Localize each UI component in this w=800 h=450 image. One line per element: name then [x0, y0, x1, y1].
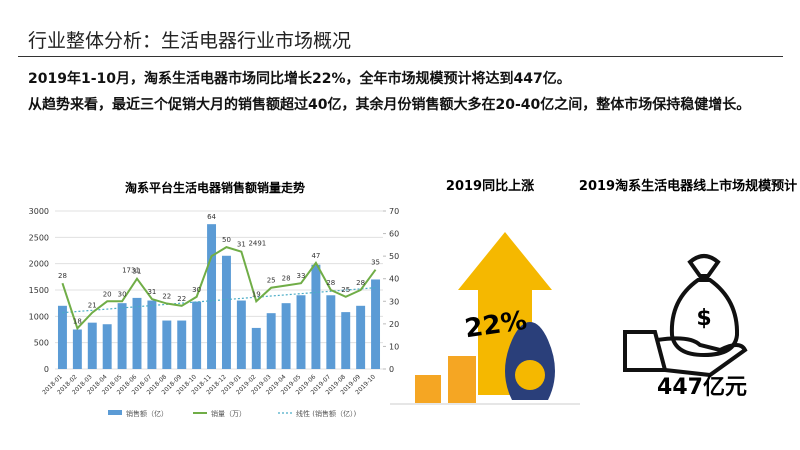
data-label: 31 — [237, 241, 246, 249]
annotation: 2491 — [248, 240, 266, 248]
data-label: 22 — [177, 295, 186, 303]
data-label: 33 — [297, 272, 306, 280]
bar — [236, 300, 246, 369]
y-tick-label: 3000 — [29, 207, 49, 216]
bar — [177, 320, 187, 369]
money-icon — [623, 254, 748, 378]
y-tick-label: 1500 — [29, 286, 49, 295]
y2-tick-label: 60 — [389, 230, 399, 239]
bar — [296, 295, 306, 369]
bar — [207, 224, 217, 369]
bar — [266, 313, 276, 369]
bar — [326, 295, 336, 369]
data-label: 20 — [103, 290, 112, 298]
bar — [87, 322, 97, 369]
data-label: 35 — [371, 259, 380, 267]
data-label: 30 — [192, 286, 201, 294]
data-label: 31 — [133, 268, 142, 276]
bar — [102, 324, 112, 369]
y2-tick-label: 0 — [389, 365, 394, 374]
bar — [371, 279, 381, 369]
data-label: 22 — [162, 293, 171, 301]
bar — [117, 303, 127, 369]
data-label: 64 — [207, 213, 216, 221]
legend-label: 销量（万） — [211, 409, 246, 418]
y-tick-label: 0 — [44, 365, 49, 374]
data-label: 28 — [282, 274, 291, 282]
y2-tick-label: 50 — [389, 252, 399, 261]
line — [61, 246, 377, 331]
data-label: 28 — [326, 279, 335, 287]
data-label: 30 — [118, 290, 127, 298]
dollar: $ — [696, 306, 711, 331]
y-tick-label: 2000 — [29, 260, 49, 269]
data-label: 50 — [222, 236, 231, 244]
growth-title: 2019同比上涨 — [446, 178, 534, 194]
bar — [192, 301, 202, 369]
y2-tick-label: 10 — [389, 342, 399, 351]
paragraph: 2019年1-10月，淘系生活电器市场同比增长22%，全年市场规模预计将达到44… — [28, 71, 571, 87]
legend-swatch — [108, 410, 122, 415]
bar — [57, 305, 67, 369]
bar — [311, 264, 321, 369]
bar — [162, 320, 172, 369]
y2-tick-label: 40 — [389, 275, 399, 284]
bar — [281, 303, 291, 369]
bar — [251, 327, 261, 369]
data-label: 25 — [341, 286, 350, 294]
data-label: 31 — [147, 288, 156, 296]
y2-tick-label: 30 — [389, 297, 399, 306]
data-label: 18 — [73, 317, 82, 325]
data-label: 47 — [311, 252, 320, 260]
trend-line — [62, 287, 376, 314]
y-tick-label: 1000 — [29, 312, 49, 321]
data-label: 28 — [58, 272, 67, 280]
y-tick-label: 2500 — [29, 233, 49, 242]
bar — [72, 329, 82, 369]
bar — [221, 255, 231, 369]
bar — [356, 305, 366, 369]
legend-label: 销售额（亿） — [126, 409, 168, 418]
data-label: 19 — [252, 290, 261, 298]
data-label: 25 — [267, 277, 276, 285]
market-value: 447亿元 — [657, 375, 747, 400]
data-label: 21 — [88, 302, 97, 310]
bar — [341, 312, 351, 369]
header-rule — [18, 56, 783, 57]
y-tick-label: 500 — [34, 339, 49, 348]
y2-tick-label: 20 — [389, 320, 399, 329]
chart-title: 淘系平台生活电器销售额销量走势 — [125, 180, 305, 195]
paragraph: 从趋势来看，最近三个促销大月的销售额超过40亿，其余月份销售额大多在20-40亿… — [28, 97, 751, 113]
bar — [132, 297, 142, 369]
growth-illustration — [390, 232, 580, 405]
y2-tick-label: 70 — [389, 207, 399, 216]
header-title: 行业整体分析：生活电器行业市场概况 — [28, 30, 352, 52]
legend-label: 线性 (销售额（亿）) — [296, 409, 356, 418]
data-label: 28 — [356, 279, 365, 287]
annotation: 1731 — [122, 267, 140, 275]
bar — [147, 300, 157, 369]
market-title: 2019淘系生活电器线上市场规模预计 — [579, 178, 797, 194]
